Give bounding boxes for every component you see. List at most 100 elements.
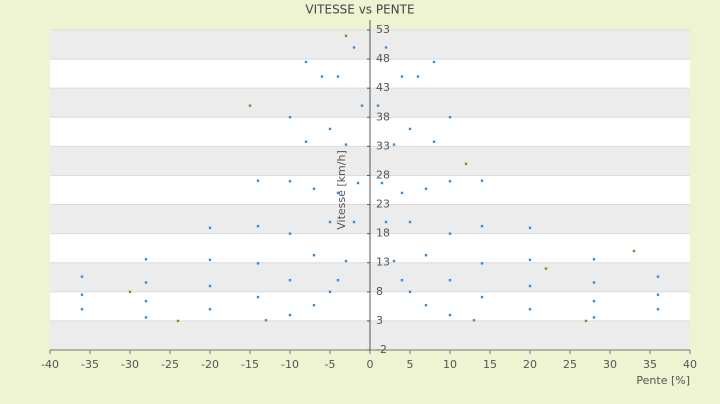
y-tick-label: 3 <box>376 314 383 327</box>
point <box>384 220 388 224</box>
point <box>400 75 404 78</box>
x-tick-label: 20 <box>523 358 537 371</box>
point <box>356 181 360 185</box>
point <box>528 308 532 311</box>
point <box>592 316 596 319</box>
point <box>408 290 412 294</box>
point <box>656 308 660 311</box>
point <box>208 284 212 288</box>
point <box>592 281 596 284</box>
point <box>208 308 212 311</box>
point <box>344 143 348 146</box>
point <box>320 75 324 78</box>
point <box>528 284 532 288</box>
x-tick-label: 10 <box>443 358 457 371</box>
x-tick-label: 30 <box>603 358 617 371</box>
point <box>304 140 308 143</box>
point <box>144 281 148 284</box>
y-tick-label: 23 <box>376 198 390 211</box>
point <box>256 295 260 299</box>
point <box>448 313 452 317</box>
point <box>336 75 340 78</box>
point <box>176 319 180 323</box>
x-tick-label: -40 <box>41 358 59 371</box>
point <box>408 220 412 224</box>
y-tick-label: -2 <box>376 343 387 356</box>
point <box>256 262 260 265</box>
point <box>352 46 356 49</box>
point <box>424 304 428 307</box>
point <box>256 179 260 182</box>
point <box>448 278 452 282</box>
point <box>424 187 428 191</box>
point <box>344 259 348 263</box>
point <box>328 290 332 294</box>
y-axis-label: Vitesse [km/h] <box>335 150 348 230</box>
x-axis-label: Pente [%] <box>636 374 690 387</box>
y-tick-label: 43 <box>376 81 390 94</box>
y-tick-label: 33 <box>376 139 390 152</box>
point <box>208 226 212 230</box>
point <box>208 258 212 262</box>
point <box>144 299 148 303</box>
point <box>392 143 396 146</box>
point <box>656 293 660 296</box>
point <box>312 253 316 257</box>
point <box>480 179 484 182</box>
point <box>144 258 148 261</box>
point <box>448 180 452 183</box>
point <box>448 232 452 235</box>
point <box>248 104 252 107</box>
chart-title: VITESSE vs PENTE <box>305 3 414 17</box>
y-tick-label: 48 <box>376 52 390 65</box>
point <box>288 313 292 317</box>
point <box>448 116 452 119</box>
point <box>336 191 340 195</box>
point <box>432 140 436 143</box>
point <box>264 319 268 322</box>
point <box>328 127 332 131</box>
x-tick-label: -30 <box>121 358 139 371</box>
point <box>480 295 484 299</box>
x-tick-label: 15 <box>483 358 497 371</box>
point <box>352 220 356 224</box>
point <box>256 224 260 228</box>
point <box>80 275 84 278</box>
point <box>384 46 388 49</box>
x-tick-label: 35 <box>643 358 657 371</box>
point <box>528 226 532 230</box>
x-tick-label: -15 <box>241 358 259 371</box>
point <box>632 249 636 253</box>
point <box>464 162 468 166</box>
point <box>472 319 476 322</box>
point <box>312 187 316 191</box>
point <box>416 75 420 78</box>
point <box>344 34 348 38</box>
point <box>80 308 84 311</box>
point <box>592 299 596 303</box>
x-tick-label: -10 <box>281 358 299 371</box>
point <box>144 316 148 319</box>
point <box>392 259 396 263</box>
point <box>376 104 380 107</box>
x-tick-label: 40 <box>683 358 697 371</box>
point <box>380 181 384 185</box>
point <box>584 319 588 323</box>
point <box>80 293 84 296</box>
point <box>528 258 532 262</box>
point <box>288 180 292 183</box>
point <box>312 304 316 307</box>
y-tick-label: 18 <box>376 227 390 240</box>
point <box>336 278 340 282</box>
x-tick-label: -20 <box>201 358 219 371</box>
point <box>544 267 548 270</box>
point <box>480 262 484 265</box>
y-tick-label: 8 <box>376 285 383 298</box>
x-tick-label: -25 <box>161 358 179 371</box>
point <box>360 104 364 107</box>
point <box>424 253 428 257</box>
point <box>128 290 132 294</box>
point <box>304 60 308 64</box>
point <box>408 127 412 131</box>
